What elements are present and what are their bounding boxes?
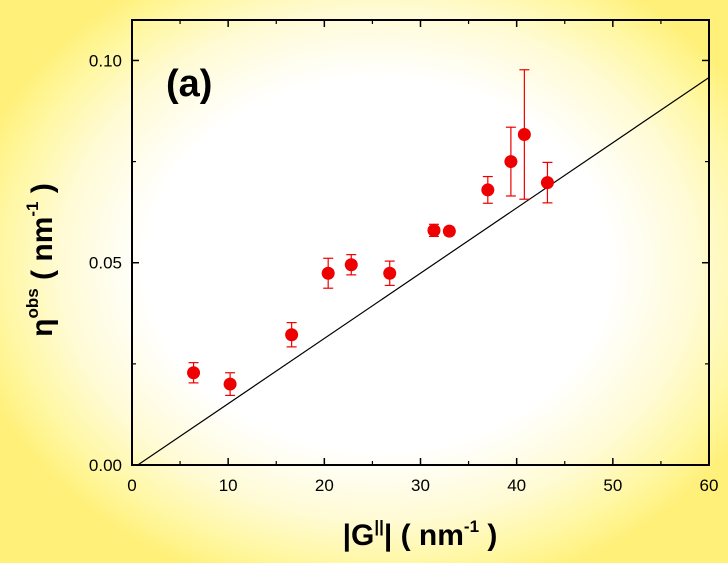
x-tick-label: 40 xyxy=(507,476,526,495)
fit-line xyxy=(137,76,710,466)
x-tick-label: 60 xyxy=(700,476,719,495)
fit-line-layer xyxy=(137,76,710,466)
data-point xyxy=(427,223,441,238)
marker xyxy=(504,155,518,169)
plot-frame xyxy=(131,19,710,466)
data-points xyxy=(187,69,554,397)
marker xyxy=(321,266,335,280)
x-tick-label: 10 xyxy=(219,476,238,495)
data-point xyxy=(383,260,397,286)
data-point xyxy=(223,372,237,397)
data-point xyxy=(187,362,201,384)
data-point xyxy=(344,254,358,276)
marker xyxy=(344,258,358,272)
marker xyxy=(187,366,201,380)
marker xyxy=(442,224,456,238)
axis-labels: |G||| ( nm-1 ) ηobs ( nm-1 ) xyxy=(23,183,497,552)
y-axis-title: ηobs ( nm-1 ) xyxy=(23,183,59,337)
marker xyxy=(223,377,237,391)
marker xyxy=(285,328,299,342)
data-point xyxy=(285,322,299,348)
data-point xyxy=(540,161,554,204)
marker xyxy=(517,127,531,141)
marker xyxy=(427,223,441,237)
data-point xyxy=(442,224,456,238)
x-tick-label: 20 xyxy=(315,476,334,495)
y-tick-label: 0.05 xyxy=(89,254,122,273)
axes: 0 10 20 30 40 50 60 0.00 0.05 0.10 xyxy=(89,19,719,495)
y-tick-label: 0.00 xyxy=(89,456,122,475)
x-tick-label: 50 xyxy=(603,476,622,495)
marker xyxy=(540,176,554,190)
marker xyxy=(383,266,397,280)
data-point xyxy=(517,69,531,200)
data-point xyxy=(321,257,335,289)
y-tick-label: 0.10 xyxy=(89,51,122,70)
data-point xyxy=(481,175,495,204)
data-point xyxy=(504,126,518,197)
marker xyxy=(481,183,495,197)
x-tick-label: 30 xyxy=(411,476,430,495)
x-axis-title: |G||| ( nm-1 ) xyxy=(343,517,498,552)
panel-label: (a) xyxy=(166,63,212,105)
x-tick-label: 0 xyxy=(127,476,136,495)
